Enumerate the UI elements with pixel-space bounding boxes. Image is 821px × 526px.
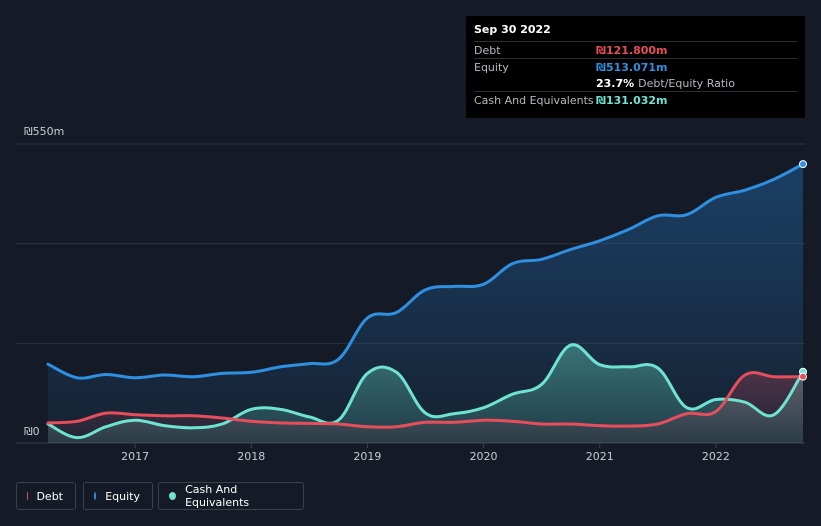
cash-line: [46, 343, 805, 440]
equity-end-marker: [799, 160, 807, 169]
equity-area: [48, 164, 803, 443]
tooltip-cash-label: Cash And Equivalents: [474, 93, 594, 107]
tooltip-debt-value: ₪121.800m: [596, 43, 668, 57]
cash-dot-icon: [169, 492, 177, 500]
tooltip-debt-label: Debt: [474, 43, 501, 57]
legend-cash-label: Cash And Equivalents: [185, 483, 250, 509]
y-tick-label: ₪550m: [24, 125, 64, 138]
debt-end-marker: [799, 372, 807, 381]
tooltip-row-debt: Debt ₪121.800m: [474, 41, 797, 58]
x-tick-label: 2018: [237, 450, 265, 463]
tooltip-cash-value: ₪131.032m: [596, 93, 668, 107]
tooltip-panel: Sep 30 2022 Debt ₪121.800m Equity ₪513.0…: [466, 16, 805, 118]
legend-cash[interactable]: Cash And Equivalents: [158, 482, 304, 510]
tooltip-equity-value: ₪513.071m: [596, 60, 668, 74]
legend-debt[interactable]: Debt: [16, 482, 76, 510]
x-tick-label: 2022: [702, 450, 730, 463]
tooltip-row-equity: Equity ₪513.071m: [474, 58, 797, 75]
y-tick-label: ₪0: [24, 425, 40, 438]
tooltip-equity-label: Equity: [474, 60, 509, 74]
tooltip-row-ratio: 23.7% Debt/Equity Ratio: [474, 75, 797, 91]
tooltip-ratio-value: 23.7%: [596, 76, 635, 90]
tooltip-ratio-label: Debt/Equity Ratio: [638, 76, 735, 90]
debt-area: [48, 372, 803, 443]
debt-line: [46, 371, 805, 429]
equity-line: [46, 162, 805, 380]
legend-equity[interactable]: Equity: [83, 482, 153, 510]
tooltip-date: Sep 30 2022: [474, 23, 551, 36]
tooltip-row-cash: Cash And Equivalents ₪131.032m: [474, 91, 797, 108]
x-tick-label: 2021: [586, 450, 614, 463]
legend-debt-label: Debt: [36, 489, 63, 503]
x-tick-label: 2017: [121, 450, 149, 463]
legend-equity-label: Equity: [105, 489, 140, 503]
x-tick-label: 2019: [353, 450, 381, 463]
x-tick-label: 2020: [470, 450, 498, 463]
equity-dot-icon: [94, 492, 97, 500]
